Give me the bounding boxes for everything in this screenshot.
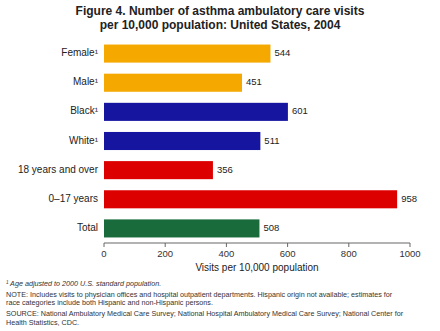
- data-label: 544: [274, 47, 290, 58]
- footnote: SOURCE: National Ambulatory Medical Care…: [6, 309, 404, 327]
- data-label: 958: [401, 193, 417, 204]
- x-tick-label: 400: [218, 248, 234, 259]
- x-tick-label: 200: [157, 248, 173, 259]
- chart-container: Figure 4. Number of asthma ambulatory ca…: [0, 0, 440, 331]
- bar: [104, 132, 260, 150]
- bars: [104, 45, 397, 238]
- bar: [104, 161, 213, 179]
- category-label: Total: [77, 222, 98, 233]
- x-tick: [410, 243, 411, 247]
- data-label: 511: [264, 135, 279, 146]
- data-label: 601: [292, 105, 308, 116]
- x-tick: [348, 243, 349, 247]
- title: Figure 4. Number of asthma ambulatory ca…: [76, 4, 365, 32]
- footnote: NOTE: Includes visits to physician offic…: [6, 290, 393, 308]
- footnote: ¹ Age adjusted to 2000 U.S. standard pop…: [6, 279, 161, 288]
- x-tick: [165, 243, 166, 247]
- x-tick: [287, 243, 288, 247]
- category-label: Black¹: [70, 105, 98, 116]
- bar: [104, 45, 270, 63]
- category-label: 18 years and over: [18, 164, 99, 175]
- x-tick-label: 0: [101, 248, 106, 259]
- chart: Figure 4. Number of asthma ambulatory ca…: [0, 0, 440, 331]
- bar: [104, 103, 288, 121]
- data-label: 508: [263, 222, 279, 233]
- category-label: Male¹: [73, 76, 99, 87]
- x-axis-label: Visits per 10,000 population: [195, 262, 318, 273]
- x-tick: [226, 243, 227, 247]
- x-tick-label: 800: [341, 248, 357, 259]
- data-label: 451: [246, 76, 262, 87]
- bar: [104, 190, 397, 208]
- x-tick: [104, 243, 105, 247]
- x-axis: [104, 243, 410, 244]
- bar: [104, 74, 242, 92]
- category-label: White¹: [69, 135, 99, 146]
- bar: [104, 219, 259, 237]
- x-tick-label: 1000: [399, 248, 420, 259]
- category-label: Female¹: [61, 47, 98, 58]
- data-label: 356: [217, 164, 233, 175]
- category-label: 0–17 years: [49, 193, 98, 204]
- x-tick-label: 600: [280, 248, 296, 259]
